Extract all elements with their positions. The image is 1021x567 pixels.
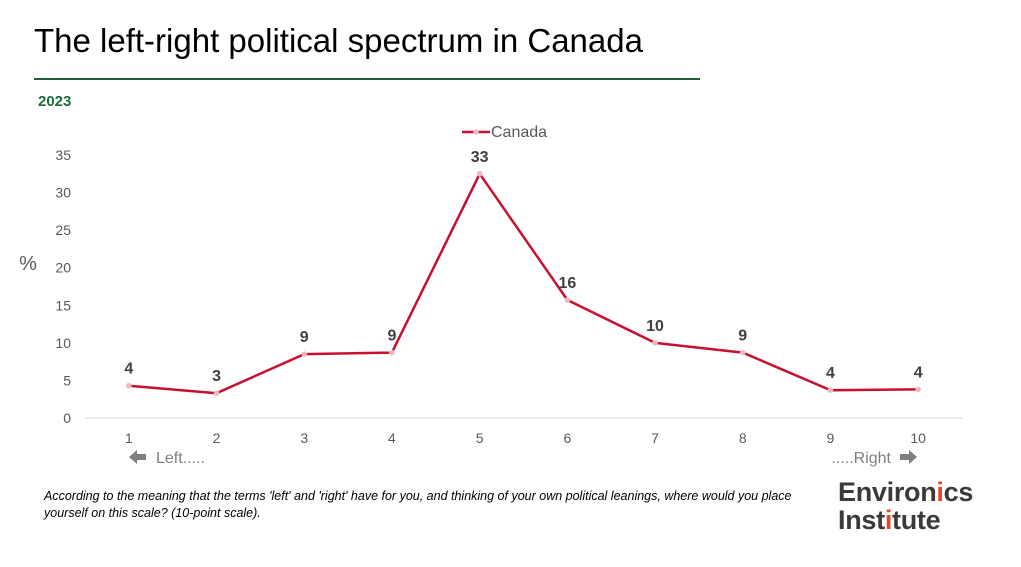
x-tick-label: 1 (125, 430, 133, 446)
data-point (739, 349, 746, 356)
data-label: 10 (646, 318, 664, 335)
data-label: 4 (826, 365, 835, 382)
y-tick-label: 25 (55, 222, 71, 238)
data-label: 3 (212, 368, 221, 385)
data-point (652, 340, 658, 346)
x-tick-label: 5 (476, 430, 484, 446)
environics-institute-logo: Environics Institute (838, 478, 973, 534)
y-axis-label: % (19, 253, 37, 275)
y-tick-label: 20 (55, 260, 71, 276)
series-line-canada (128, 172, 919, 395)
data-point (827, 387, 834, 393)
x-tick-label: 6 (563, 430, 571, 446)
data-point (476, 170, 483, 177)
legend-marker-swatch (473, 129, 479, 135)
data-label: 33 (471, 149, 489, 166)
y-tick-label: 5 (63, 372, 71, 388)
logo-line-institute: Institute (838, 505, 941, 535)
data-point (126, 382, 132, 389)
y-tick-label: 0 (63, 410, 71, 426)
y-tick-label: 35 (55, 147, 71, 163)
left-annotation: Left..... (156, 450, 205, 467)
right-annotation: .....Right (831, 450, 891, 467)
x-tick-label: 9 (827, 430, 835, 446)
data-point (389, 349, 395, 356)
data-label: 9 (300, 329, 309, 346)
x-tick-label: 10 (910, 430, 926, 446)
title-divider (34, 78, 700, 80)
y-tick-label: 15 (55, 297, 71, 313)
chart-subtitle-year: 2023 (38, 93, 72, 110)
data-label: 4 (124, 361, 133, 378)
data-label: 9 (387, 328, 396, 345)
arrow-right-icon (900, 450, 917, 464)
x-tick-label: 7 (651, 430, 659, 446)
data-point (301, 351, 308, 357)
x-tick-label: 2 (213, 430, 221, 446)
survey-question-footnote: According to the meaning that the terms … (44, 489, 792, 520)
page-title: The left-right political spectrum in Can… (34, 22, 643, 59)
x-tick-label: 3 (300, 430, 308, 446)
y-tick-label: 10 (55, 335, 71, 351)
x-tick-label: 8 (739, 430, 747, 446)
y-tick-label: 30 (55, 185, 71, 201)
arrow-left-icon (129, 450, 146, 464)
legend-label: Canada (491, 124, 547, 141)
data-point (915, 386, 921, 393)
data-point (213, 390, 220, 397)
logo-line-environics: Environics (838, 477, 974, 507)
data-point (564, 297, 571, 303)
data-label: 4 (914, 364, 923, 381)
x-tick-label: 4 (388, 430, 396, 446)
data-label: 9 (738, 328, 747, 345)
data-label: 16 (558, 275, 576, 292)
